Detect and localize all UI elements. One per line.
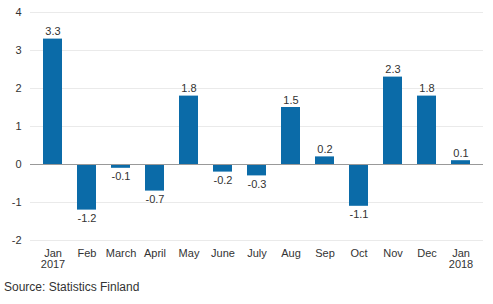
svg-text:Jan2018: Jan2018	[449, 247, 473, 270]
svg-text:July: July	[247, 247, 267, 259]
svg-text:Oct: Oct	[350, 247, 367, 259]
svg-text:4: 4	[15, 6, 21, 18]
svg-text:Sep: Sep	[315, 247, 335, 259]
svg-text:-0.2: -0.2	[214, 174, 233, 186]
svg-text:0: 0	[15, 158, 21, 170]
svg-text:1.5: 1.5	[283, 94, 298, 106]
svg-text:0.2: 0.2	[317, 143, 332, 155]
svg-text:3: 3	[15, 44, 21, 56]
svg-text:Nov: Nov	[383, 247, 403, 259]
svg-text:Feb: Feb	[78, 247, 97, 259]
svg-text:-0.1: -0.1	[112, 170, 131, 182]
svg-text:0.1: 0.1	[453, 147, 468, 159]
svg-text:1.8: 1.8	[181, 82, 196, 94]
svg-text:April: April	[144, 247, 166, 259]
svg-text:-0.7: -0.7	[146, 193, 165, 205]
svg-text:-1: -1	[12, 196, 22, 208]
svg-text:May: May	[179, 247, 200, 259]
svg-text:-1.1: -1.1	[350, 208, 369, 220]
svg-text:-1.2: -1.2	[78, 212, 97, 224]
svg-text:3.3: 3.3	[45, 25, 60, 37]
svg-text:2: 2	[15, 82, 21, 94]
svg-text:March: March	[106, 247, 137, 259]
svg-text:Jan2017: Jan2017	[41, 247, 65, 270]
svg-text:Dec: Dec	[417, 247, 437, 259]
svg-text:-0.3: -0.3	[248, 178, 267, 190]
svg-text:Aug: Aug	[281, 247, 301, 259]
svg-text:-2: -2	[12, 234, 22, 246]
svg-text:1: 1	[15, 120, 21, 132]
svg-text:2.3: 2.3	[385, 63, 400, 75]
svg-text:1.8: 1.8	[419, 82, 434, 94]
svg-text:June: June	[211, 247, 235, 259]
html-text:Source: Statistics Finland: Source: Statistics Finland	[4, 280, 140, 294]
